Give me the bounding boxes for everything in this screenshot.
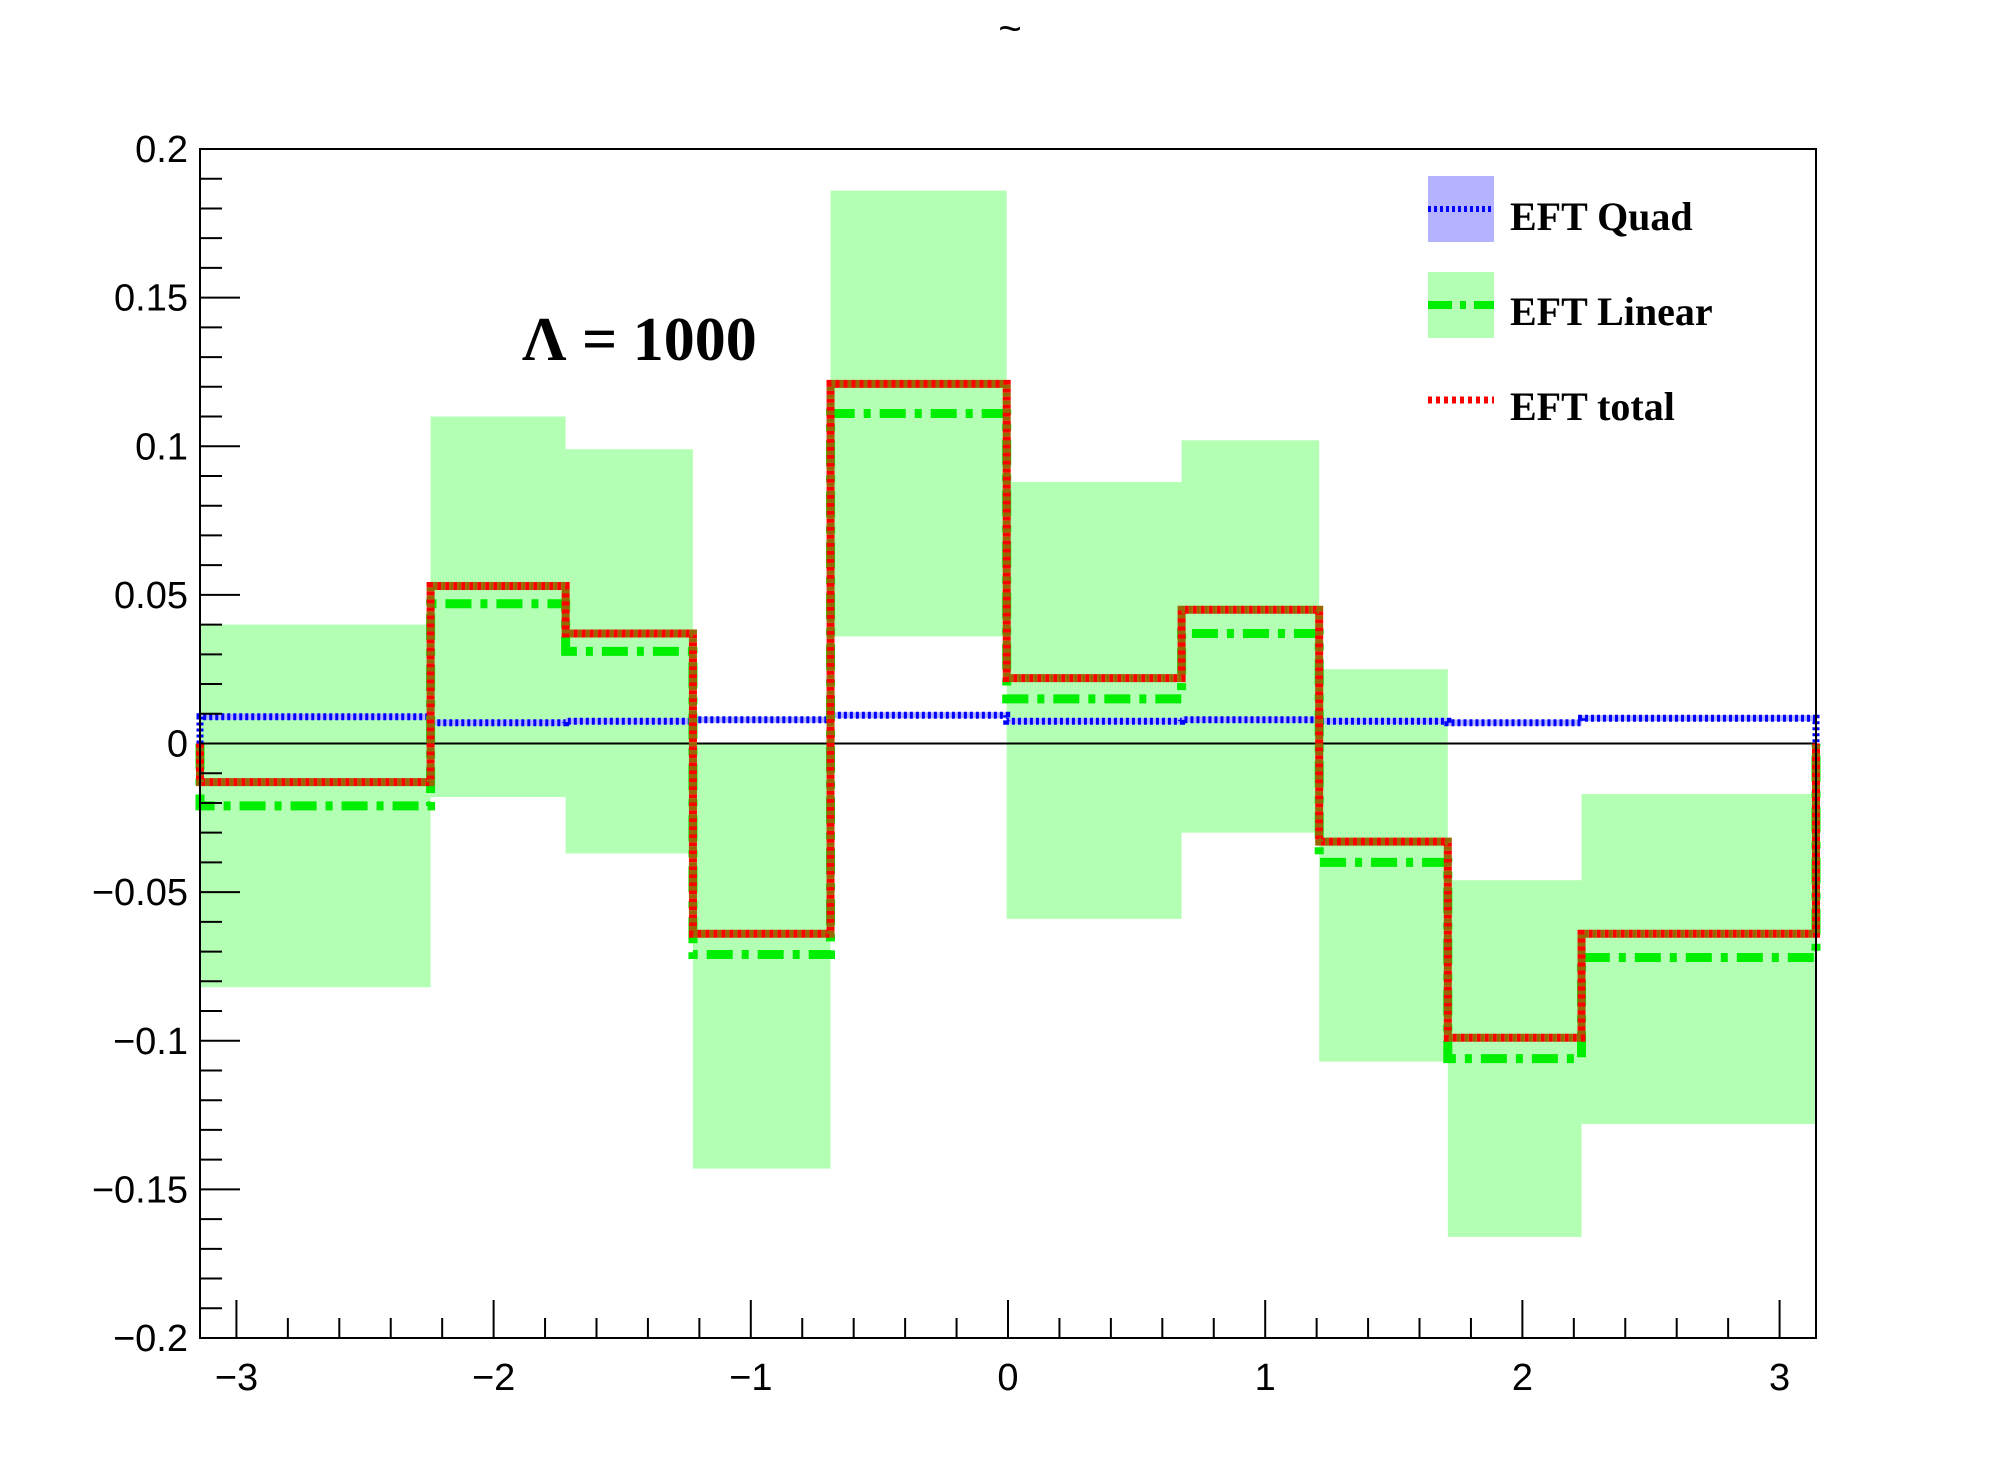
chart-title: ~: [998, 7, 1021, 51]
band-quad-bin-6: [1181, 716, 1320, 723]
series-lines: [195, 379, 1821, 1064]
y-tick-label-8: 0.2: [135, 129, 188, 171]
x-tick-label-1: −2: [472, 1357, 515, 1399]
legend-label-quad: EFT Quad: [1510, 194, 1693, 239]
series-line-eft-quad: [196, 711, 1820, 744]
legend: EFT Quad EFT Linear EFT total: [1428, 176, 1713, 429]
y-tick-label-5: 0.05: [114, 575, 188, 617]
x-tick-label-4: 1: [1255, 1357, 1276, 1399]
band-quad-bin-0: [200, 713, 431, 720]
y-tick-label-0: −0.2: [113, 1318, 188, 1360]
lambda-annotation: Λ = 1000: [522, 306, 757, 374]
series-line-eft-total-overlay: [196, 379, 1820, 1042]
y-tick-label-4: 0: [167, 724, 188, 766]
y-tick-label-3: −0.05: [92, 872, 188, 914]
band-quad-bin-9: [1581, 715, 1816, 722]
x-tick-label-3: 0: [997, 1357, 1018, 1399]
band-quad-bin-5: [1006, 718, 1182, 725]
y-tick-label-1: −0.15: [92, 1169, 188, 1211]
y-tick-label-2: −0.1: [113, 1021, 188, 1063]
band-quad-bin-3: [692, 716, 831, 723]
band-quad-bin-8: [1447, 719, 1582, 726]
axes: −0.2 −0.15 −0.1 −0.05 0 0.05 0.1 0.15 0.2 −3 −2 −1 0…: [92, 129, 1790, 1399]
y-tick-label-7: 0.15: [114, 278, 188, 320]
legend-label-total: EFT total: [1510, 384, 1675, 429]
y-tick-label-6: 0.1: [135, 426, 188, 468]
x-tick-label-6: 3: [1769, 1357, 1790, 1399]
x-tick-label-0: −3: [215, 1357, 258, 1399]
x-tick-label-2: −1: [729, 1357, 772, 1399]
legend-label-linear: EFT Linear: [1510, 289, 1713, 334]
x-tick-label-5: 2: [1512, 1357, 1533, 1399]
